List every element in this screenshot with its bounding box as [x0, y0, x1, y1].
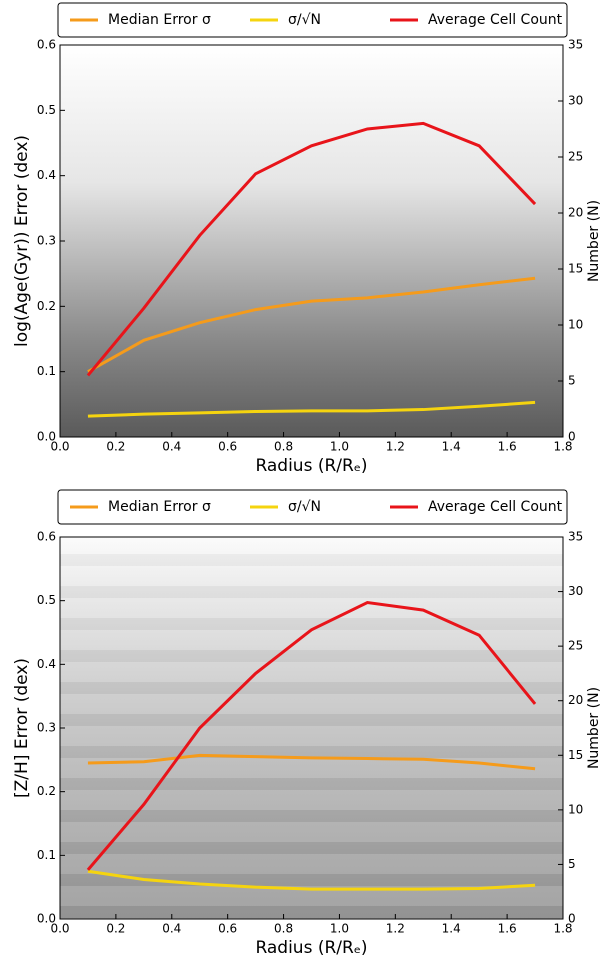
y-tick-label: 0.5 — [37, 593, 56, 607]
series-line — [87, 276, 536, 373]
x-tick-label: 0.2 — [106, 440, 125, 454]
y2-tick-label: 35 — [568, 38, 583, 52]
y-tick-label: 0.1 — [37, 364, 56, 378]
y-tick-label: 0.2 — [37, 299, 56, 313]
density-background — [60, 45, 563, 437]
y-tick-label: 0.0 — [37, 912, 56, 926]
y2-tick-label: 5 — [568, 374, 576, 388]
x-tick-label: 0.8 — [274, 922, 293, 936]
x-tick-label: 0.6 — [218, 922, 237, 936]
y-tick-label: 0.6 — [37, 38, 56, 52]
y2-tick-label: 25 — [568, 639, 583, 653]
x-tick-label: 1.0 — [330, 440, 349, 454]
y2-tick-label: 10 — [568, 318, 583, 332]
legend-label: σ/√N — [288, 12, 321, 28]
x-tick-label: 0.0 — [50, 922, 69, 936]
x-tick-label: 0.4 — [162, 922, 181, 936]
legend-label: σ/√N — [288, 499, 321, 515]
y-tick-label: 0.4 — [37, 168, 56, 182]
x-tick-label: 1.2 — [386, 922, 405, 936]
y2-tick-label: 15 — [568, 748, 583, 762]
y2-tick-label: 0 — [568, 912, 576, 926]
series-line — [87, 869, 536, 891]
legend-label: Median Error σ — [108, 12, 211, 28]
y-tick-label: 0.1 — [37, 848, 56, 862]
x-axis-label: Radius (R/Rₑ) — [255, 456, 367, 476]
y-tick-label: 0.6 — [37, 530, 56, 544]
x-tick-label: 0.2 — [106, 922, 125, 936]
y2-tick-label: 20 — [568, 693, 583, 707]
y-tick-label: 0.3 — [37, 721, 56, 735]
x-tick-label: 1.0 — [330, 922, 349, 936]
legend-label: Median Error σ — [108, 499, 211, 515]
y-tick-label: 0.2 — [37, 784, 56, 798]
y2-tick-label: 30 — [568, 584, 583, 598]
x-tick-label: 1.2 — [386, 440, 405, 454]
series-line — [86, 121, 537, 377]
x-tick-label: 0.0 — [50, 440, 69, 454]
series-line — [87, 753, 536, 771]
x-axis-label: Radius (R/Rₑ) — [255, 938, 367, 958]
legend-box — [57, 2, 568, 38]
x-tick-label: 0.4 — [162, 440, 181, 454]
legend-box — [57, 489, 568, 525]
x-tick-label: 1.8 — [553, 922, 572, 936]
x-tick-label: 1.4 — [442, 440, 461, 454]
y2-tick-label: 30 — [568, 94, 583, 108]
y-tick-label: 0.5 — [37, 103, 56, 117]
x-tick-label: 1.4 — [442, 922, 461, 936]
x-tick-label: 0.6 — [218, 440, 237, 454]
y2-tick-label: 5 — [568, 857, 576, 871]
x-tick-label: 1.6 — [498, 440, 517, 454]
legend-label: Average Cell Count — [428, 499, 563, 515]
x-tick-label: 1.8 — [553, 440, 572, 454]
y2-tick-label: 25 — [568, 150, 583, 164]
y-tick-label: 0.0 — [37, 430, 56, 444]
y2-tick-label: 35 — [568, 530, 583, 544]
y2-axis-label: Number (N) — [586, 687, 602, 769]
x-tick-label: 0.8 — [274, 440, 293, 454]
y-axis-label: log(Age(Gyr)) Error (dex) — [12, 135, 32, 347]
y2-axis-label: Number (N) — [586, 200, 602, 282]
y2-tick-label: 0 — [568, 430, 576, 444]
x-tick-label: 1.6 — [498, 922, 517, 936]
density-shade — [60, 537, 563, 919]
series-line — [87, 400, 536, 418]
legend-label: Average Cell Count — [428, 12, 563, 28]
y2-tick-label: 15 — [568, 262, 583, 276]
y-tick-label: 0.3 — [37, 234, 56, 248]
y2-tick-label: 20 — [568, 206, 583, 220]
y-tick-label: 0.4 — [37, 657, 56, 671]
y2-tick-label: 10 — [568, 802, 583, 816]
series-line — [86, 600, 537, 871]
y-axis-label: [Z/H] Error (dex) — [12, 658, 32, 798]
